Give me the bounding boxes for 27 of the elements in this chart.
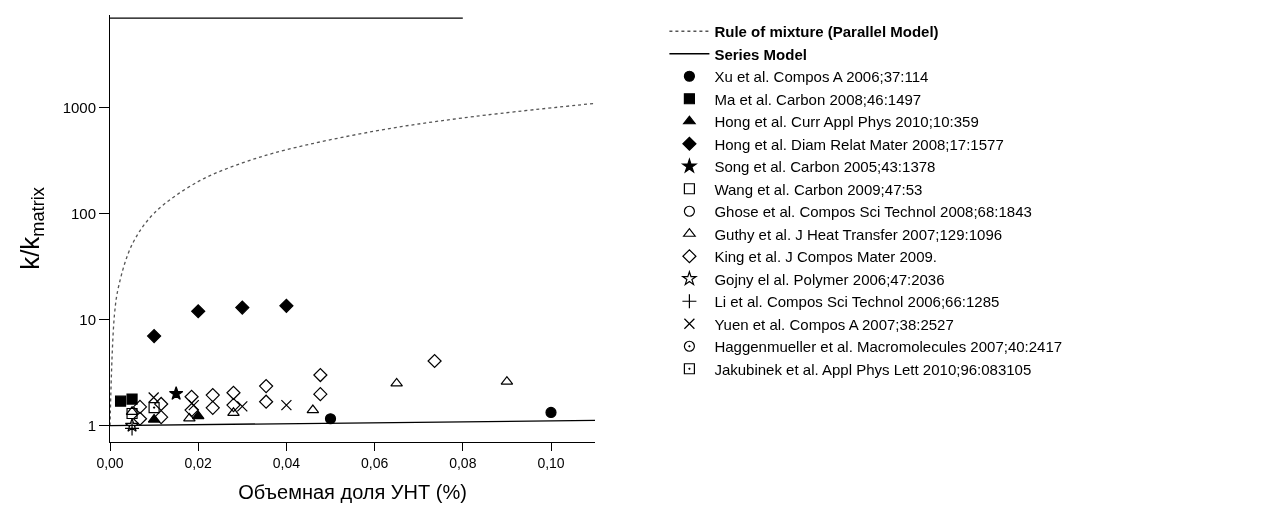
y-tick-label: 1 [87,416,96,434]
legend-label: Jakubinek et al. Appl Phys Lett 2010;96:083105 [714,360,1032,378]
legend-label: Li et al. Compos Sci Technol 2006;66:1285 [714,293,1000,311]
legend-label: Song et al. Carbon 2005;43:1378 [714,158,936,176]
legend-label: Yuen et al. Compos A 2007;38:2527 [714,315,954,333]
x-tick-label: 0,06 [360,454,389,471]
x-tick-label: 0,08 [449,454,477,471]
y-tick-label: 100 [70,204,96,222]
y-tick-label: 1000 [62,98,96,116]
legend-label: Hong et al. Curr Appl Phys 2010;10:359 [714,113,979,131]
legend-label: Rule of mixture (Parallel Model) [714,23,939,41]
legend-label: Ghose et al. Compos Sci Technol 2008;68:1843 [714,203,1032,221]
x-tick-label: 0,00 [96,454,124,471]
legend-label: Wang et al. Carbon 2009;47:53 [714,180,923,198]
x-tick-label: 0,04 [272,454,301,471]
legend-label: King et al. J Compos Mater 2009. [714,248,938,266]
legend-label: Hong et al. Diam Relat Mater 2008;17:1577 [714,135,1004,153]
legend-label: Series Model [714,45,807,63]
x-tick-label: 0,02 [184,454,213,471]
legend-label: Haggenmueller et al. Macromolecules 2007;40:2417 [714,338,1063,356]
y-tick-label: 10 [79,310,96,328]
x-axis-title: Объемная доля УНТ (%) [238,481,467,504]
legend-label: Ma et al. Carbon 2008;46:1497 [714,90,922,108]
legend-label: Xu et al. Compos A 2006;37:114 [714,68,929,86]
legend-label: Guthy et al. J Heat Transfer 2007;129:1096 [714,225,1003,243]
x-tick-label: 0,10 [537,454,565,471]
legend-label: Gojny el al. Polymer 2006;47:2036 [714,270,945,288]
